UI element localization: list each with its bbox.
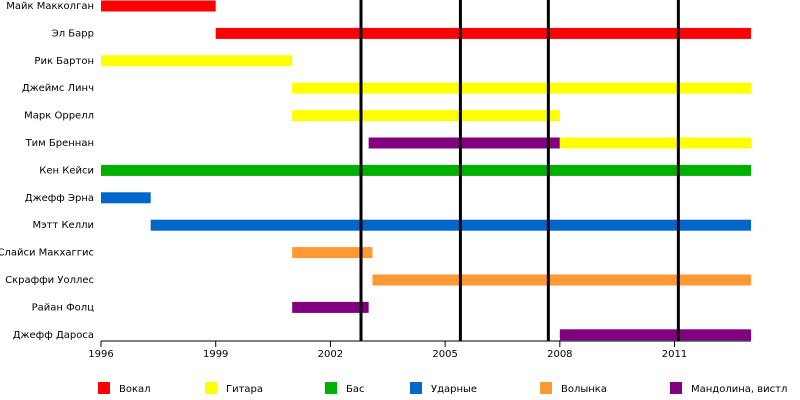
legend-label: Вокал [119, 384, 151, 395]
legend-swatch [98, 382, 110, 394]
x-tick-label: 1999 [203, 349, 228, 360]
x-tick-label: 2011 [662, 349, 687, 360]
member-label: Тим Бреннан [25, 138, 94, 149]
x-tick-label: 2002 [318, 349, 343, 360]
member-label: Кен Кейси [39, 165, 94, 176]
legend-swatch [540, 382, 552, 394]
span-bar [292, 247, 373, 259]
span-bar [292, 82, 751, 94]
member-label: Майк Макколган [6, 1, 94, 12]
span-bar [150, 219, 752, 231]
legend-swatch [325, 382, 337, 394]
legend-label: Гитара [226, 384, 263, 395]
span-bar [292, 301, 369, 313]
span-bar [101, 164, 751, 176]
member-label: Райан Фолц [32, 302, 95, 313]
member-label: Слайси Макхаггис [0, 248, 94, 259]
member-label: Джеймс Линч [22, 83, 94, 94]
legend-label: Бас [346, 384, 365, 395]
member-label: Мэтт Келли [33, 220, 94, 231]
span-bar [101, 55, 293, 67]
x-tick-label: 2005 [432, 349, 457, 360]
span-bar [292, 110, 560, 122]
member-label: Рик Бартон [34, 56, 94, 67]
legend-label: Мандолина, вистл [691, 384, 787, 395]
span-bar [559, 329, 751, 341]
legend-label: Волынка [561, 384, 607, 395]
member-label: Марк Оррелл [24, 111, 94, 122]
member-label: Эл Барр [52, 28, 94, 39]
span-bar [101, 0, 216, 12]
legend-swatch [410, 382, 422, 394]
span-bar [372, 274, 751, 286]
span-bar [101, 192, 151, 204]
span-bar [368, 137, 560, 149]
span-bar [215, 27, 752, 39]
legend-label: Ударные [431, 384, 477, 395]
legend-swatch [205, 382, 217, 394]
member-label: Джефф Эрна [25, 193, 94, 204]
x-tick-label: 2008 [547, 349, 572, 360]
member-label: Скраффи Уоллес [5, 275, 94, 286]
legend-swatch [670, 382, 682, 394]
x-tick-label: 1996 [88, 349, 113, 360]
span-bar [559, 137, 751, 149]
member-label: Джефф Дароса [13, 330, 94, 341]
